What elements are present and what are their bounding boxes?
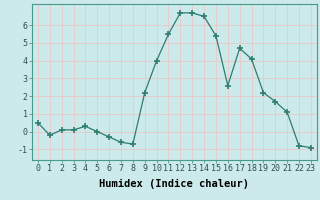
X-axis label: Humidex (Indice chaleur): Humidex (Indice chaleur): [100, 179, 249, 189]
